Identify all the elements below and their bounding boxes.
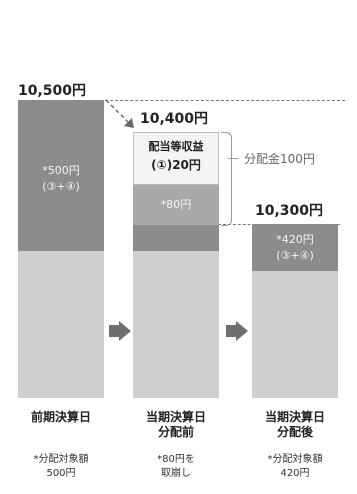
column1-note-a: *分配対象額 <box>33 454 89 465</box>
header-text <box>10 6 350 26</box>
price-before-distribution: 10,400円 <box>140 111 209 127</box>
price-after-distribution: 10,300円 <box>255 203 324 219</box>
column2-note-b: 取崩し <box>161 468 191 479</box>
column1-title: 前期決算日 <box>30 410 91 424</box>
column3-note-a: *分配対象額 <box>267 454 323 465</box>
bar1-lower-segment <box>18 251 104 398</box>
distribution-label: 分配金100円 <box>244 152 315 166</box>
bar2-drawdown-segment <box>133 185 219 225</box>
bar3-lower-segment <box>252 271 338 398</box>
distribution-bracket <box>221 132 232 226</box>
bar2-income-label-a: 配当等収益 <box>148 140 204 153</box>
price-previous: 10,500円 <box>18 83 87 99</box>
bar1-label-amount: *500円 <box>42 164 80 177</box>
bar3-upper-segment <box>252 224 338 271</box>
bracket-tick <box>228 158 238 169</box>
bar1-label-source: (③+④) <box>42 180 80 193</box>
bar3-label-source: (③+④) <box>276 249 314 262</box>
decline-arrow <box>105 99 134 128</box>
column2-title-b: 分配前 <box>157 425 194 439</box>
column3-title-b: 分配後 <box>276 425 313 439</box>
column3-title-a: 当期決算日 <box>264 410 325 424</box>
bar3-label-amount: *420円 <box>276 233 314 246</box>
dashed-line-10500 <box>105 100 345 101</box>
right-arrow-icon <box>109 320 131 342</box>
column1-note-b: 500円 <box>46 468 76 479</box>
bar2-drawdown-label: *80円 <box>160 198 192 211</box>
column3-note-b: 420円 <box>280 468 310 479</box>
column2-note-a: *80円を <box>157 454 195 465</box>
bar2-income-label-b: (①)20円 <box>151 158 201 172</box>
right-arrow-icon <box>226 320 248 342</box>
bar2-upper-segment <box>133 225 219 251</box>
column2-title-a: 当期決算日 <box>145 410 206 424</box>
bar2-lower-segment <box>133 251 219 398</box>
bar1-upper-segment <box>18 100 104 251</box>
bar2-income-box <box>133 132 219 185</box>
